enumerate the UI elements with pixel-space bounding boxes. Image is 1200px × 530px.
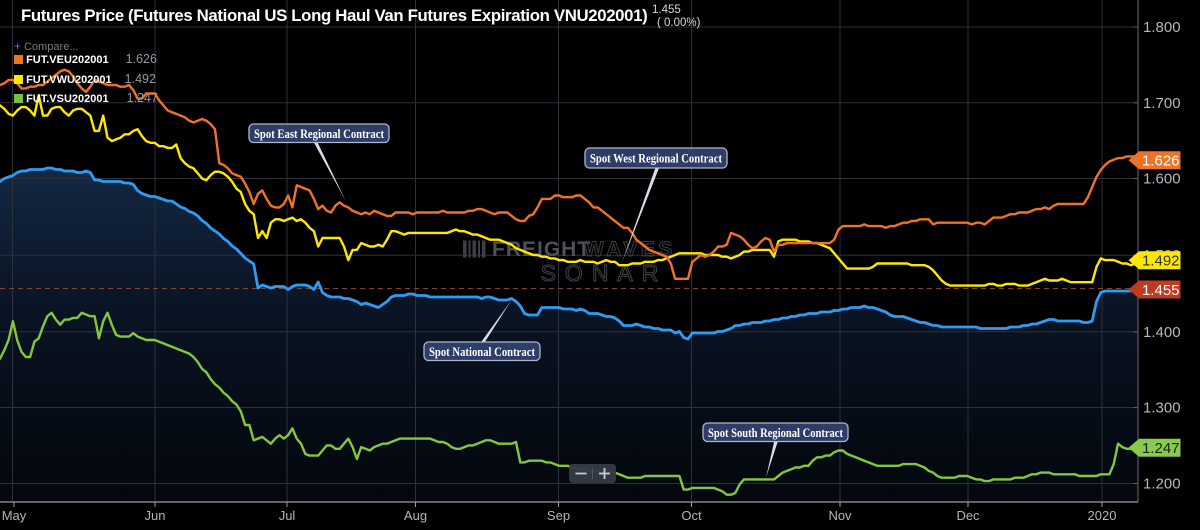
svg-text:Aug: Aug — [404, 508, 427, 523]
svg-text:Spot West Regional Contract: Spot West Regional Contract — [590, 151, 723, 166]
svg-text:Oct: Oct — [681, 508, 702, 523]
svg-text:Dec: Dec — [956, 508, 980, 523]
svg-text:Spot National Contract: Spot National Contract — [429, 344, 536, 359]
svg-text:Jul: Jul — [279, 508, 296, 523]
svg-text:1.455: 1.455 — [1142, 282, 1180, 299]
svg-text:WAVES: WAVES — [584, 238, 676, 261]
svg-text:1.626: 1.626 — [1142, 153, 1180, 170]
svg-text:Spot South Regional Contract: Spot South Regional Contract — [708, 425, 844, 440]
svg-text:Spot East Regional Contract: Spot East Regional Contract — [254, 126, 385, 141]
svg-text:FREIGHT: FREIGHT — [492, 238, 591, 261]
svg-text:May: May — [2, 508, 27, 523]
svg-text:Jun: Jun — [145, 508, 166, 523]
svg-text:Nov: Nov — [828, 508, 852, 523]
svg-text:1.800: 1.800 — [1143, 19, 1181, 36]
svg-text:1.700: 1.700 — [1143, 95, 1181, 112]
svg-text:SONAR: SONAR — [541, 260, 668, 286]
svg-text:1.200: 1.200 — [1143, 476, 1181, 493]
svg-text:1.600: 1.600 — [1143, 171, 1181, 188]
svg-text:1.247: 1.247 — [1142, 440, 1180, 457]
svg-text:Sep: Sep — [547, 508, 570, 523]
svg-text:1.400: 1.400 — [1143, 324, 1181, 341]
svg-text:2020: 2020 — [1088, 508, 1117, 523]
svg-text:1.492: 1.492 — [1142, 253, 1180, 270]
svg-text:1.300: 1.300 — [1143, 400, 1181, 417]
